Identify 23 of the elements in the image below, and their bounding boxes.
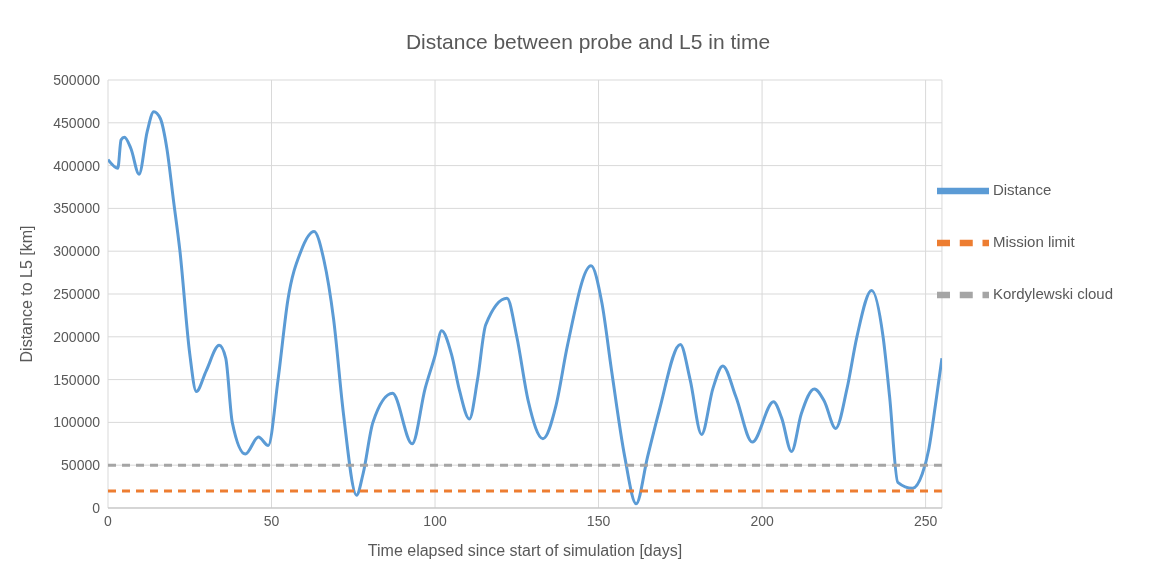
y-tick-label: 400000 xyxy=(53,157,101,174)
x-tick-label: 250 xyxy=(913,512,938,529)
y-tick-label: 100000 xyxy=(53,414,101,431)
x-tick-label: 0 xyxy=(104,512,113,529)
y-tick-label: 0 xyxy=(92,499,101,516)
x-tick-label: 100 xyxy=(423,512,447,529)
y-tick-label: 300000 xyxy=(53,243,101,260)
x-tick-label: 150 xyxy=(586,512,611,529)
y-tick-label: 500000 xyxy=(53,71,101,88)
x-tick-label: 50 xyxy=(263,512,280,529)
y-tick-label: 150000 xyxy=(53,371,101,388)
x-tick-label: 200 xyxy=(750,512,774,529)
chart-title: Distance between probe and L5 in time xyxy=(404,29,772,55)
y-tick-label: 200000 xyxy=(53,328,101,345)
legend-label: Distance xyxy=(992,180,1052,198)
legend-label: Kordylewski cloud xyxy=(992,284,1113,302)
y-tick-label: 450000 xyxy=(53,114,101,131)
y-tick-label: 50000 xyxy=(61,457,101,474)
y-tick-label: 250000 xyxy=(53,285,101,302)
x-axis-title: Time elapsed since start of simulation [days] xyxy=(367,542,683,559)
y-axis-title: Distance to L5 [km] xyxy=(17,225,35,363)
y-tick-label: 350000 xyxy=(53,200,101,217)
legend-label: Mission limit xyxy=(992,232,1075,250)
